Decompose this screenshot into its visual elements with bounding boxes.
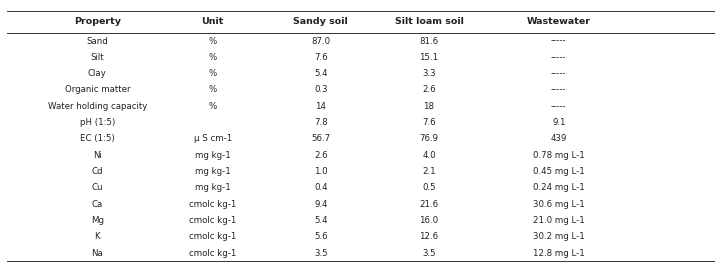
Text: %: %: [208, 85, 217, 94]
Text: 3.5: 3.5: [314, 249, 327, 257]
Text: cmolc kg-1: cmolc kg-1: [189, 249, 236, 257]
Text: Unit: Unit: [201, 17, 224, 26]
Text: cmolc kg-1: cmolc kg-1: [189, 216, 236, 225]
Text: 0.5: 0.5: [423, 183, 435, 192]
Text: Mg: Mg: [91, 216, 104, 225]
Text: Property: Property: [74, 17, 121, 26]
Text: 439: 439: [551, 134, 567, 143]
Text: 3.3: 3.3: [423, 69, 435, 78]
Text: cmolc kg-1: cmolc kg-1: [189, 200, 236, 209]
Text: Water holding capacity: Water holding capacity: [48, 102, 147, 111]
Text: Sand: Sand: [87, 37, 108, 45]
Text: 2.6: 2.6: [314, 151, 327, 160]
Text: 1.0: 1.0: [314, 167, 327, 176]
Text: 30.6 mg L-1: 30.6 mg L-1: [533, 200, 585, 209]
Text: 0.4: 0.4: [314, 183, 327, 192]
Text: 5.4: 5.4: [314, 69, 327, 78]
Text: Silt: Silt: [91, 53, 104, 62]
Text: 56.7: 56.7: [311, 134, 330, 143]
Text: 2.1: 2.1: [423, 167, 435, 176]
Text: -----: -----: [551, 102, 567, 111]
Text: mg kg-1: mg kg-1: [195, 183, 231, 192]
Text: 0.78 mg L-1: 0.78 mg L-1: [533, 151, 585, 160]
Text: -----: -----: [551, 53, 567, 62]
Text: Silt loam soil: Silt loam soil: [394, 17, 464, 26]
Text: 5.6: 5.6: [314, 232, 327, 241]
Text: pH (1:5): pH (1:5): [80, 118, 115, 127]
Text: Na: Na: [92, 249, 103, 257]
Text: 21.0 mg L-1: 21.0 mg L-1: [533, 216, 585, 225]
Text: 7.6: 7.6: [423, 118, 435, 127]
Text: 30.2 mg L-1: 30.2 mg L-1: [533, 232, 585, 241]
Text: 5.4: 5.4: [314, 216, 327, 225]
Text: -----: -----: [551, 85, 567, 94]
Text: mg kg-1: mg kg-1: [195, 167, 231, 176]
Text: -----: -----: [551, 69, 567, 78]
Text: 76.9: 76.9: [420, 134, 438, 143]
Text: %: %: [208, 69, 217, 78]
Text: Cd: Cd: [92, 167, 103, 176]
Text: 3.5: 3.5: [423, 249, 435, 257]
Text: 2.6: 2.6: [423, 85, 435, 94]
Text: Cu: Cu: [92, 183, 103, 192]
Text: 7.8: 7.8: [314, 118, 327, 127]
Text: -----: -----: [551, 37, 567, 45]
Text: mg kg-1: mg kg-1: [195, 151, 231, 160]
Text: 15.1: 15.1: [420, 53, 438, 62]
Text: 16.0: 16.0: [420, 216, 438, 225]
Text: 9.4: 9.4: [314, 200, 327, 209]
Text: 12.6: 12.6: [420, 232, 438, 241]
Text: 18: 18: [423, 102, 435, 111]
Text: 9.1: 9.1: [552, 118, 565, 127]
Text: 0.24 mg L-1: 0.24 mg L-1: [533, 183, 585, 192]
Text: 0.3: 0.3: [314, 85, 327, 94]
Text: 21.6: 21.6: [420, 200, 438, 209]
Text: Organic matter: Organic matter: [65, 85, 130, 94]
Text: %: %: [208, 37, 217, 45]
Text: %: %: [208, 102, 217, 111]
Text: Ca: Ca: [92, 200, 103, 209]
Text: EC (1:5): EC (1:5): [80, 134, 115, 143]
Text: 81.6: 81.6: [420, 37, 438, 45]
Text: 87.0: 87.0: [311, 37, 330, 45]
Text: 0.45 mg L-1: 0.45 mg L-1: [533, 167, 585, 176]
Text: 4.0: 4.0: [423, 151, 435, 160]
Text: cmolc kg-1: cmolc kg-1: [189, 232, 236, 241]
Text: %: %: [208, 53, 217, 62]
Text: μ S cm-1: μ S cm-1: [193, 134, 232, 143]
Text: Clay: Clay: [88, 69, 107, 78]
Text: K: K: [94, 232, 100, 241]
Text: Ni: Ni: [93, 151, 102, 160]
Text: Wastewater: Wastewater: [527, 17, 590, 26]
Text: 7.6: 7.6: [314, 53, 327, 62]
Text: Sandy soil: Sandy soil: [293, 17, 348, 26]
Text: 14: 14: [315, 102, 327, 111]
Text: 12.8 mg L-1: 12.8 mg L-1: [533, 249, 585, 257]
